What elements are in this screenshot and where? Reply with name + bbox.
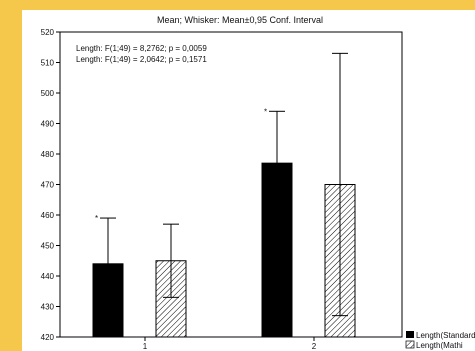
y-tick-label: 470: [41, 181, 55, 190]
y-tick-label: 460: [41, 211, 55, 220]
significance-marks: **: [95, 107, 267, 223]
significance-asterisk: *: [95, 214, 98, 223]
y-tick-label: 490: [41, 120, 55, 129]
error-bars: [100, 52, 348, 317]
y-tick-label: 500: [41, 89, 55, 98]
y-axis: 420 430 440 450 460 470 480 490 500 510 520: [41, 28, 60, 342]
y-tick-label: 430: [41, 303, 55, 312]
y-tick-label: 480: [41, 150, 55, 159]
legend-label-series-2: Length(Mathi: [416, 341, 463, 350]
annotation-line-2: Length: F(1;49) = 2,0642; p = 0,1571: [76, 55, 207, 64]
significance-asterisk: *: [264, 107, 267, 116]
y-tick-label: 450: [41, 242, 55, 251]
y-tick-label: 420: [41, 333, 55, 342]
legend-swatch-series-1: [406, 331, 414, 338]
annotation-line-1: Length: F(1;49) = 8,2762; p = 0,0059: [76, 44, 207, 53]
y-tick-label: 520: [41, 28, 55, 37]
y-tick-label: 510: [41, 59, 55, 68]
legend-swatch-series-2: [405, 340, 415, 349]
legend-label-series-1: Length(Standard): [416, 331, 475, 340]
x-tick-label: 2: [312, 342, 317, 351]
chart-title: Mean; Whisker: Mean±0,95 Conf. Interval: [157, 15, 323, 25]
y-tick-label: 440: [41, 272, 55, 281]
x-tick-label: 1: [143, 342, 148, 351]
legend: Length(Standard) Length(Mathi: [405, 331, 475, 350]
